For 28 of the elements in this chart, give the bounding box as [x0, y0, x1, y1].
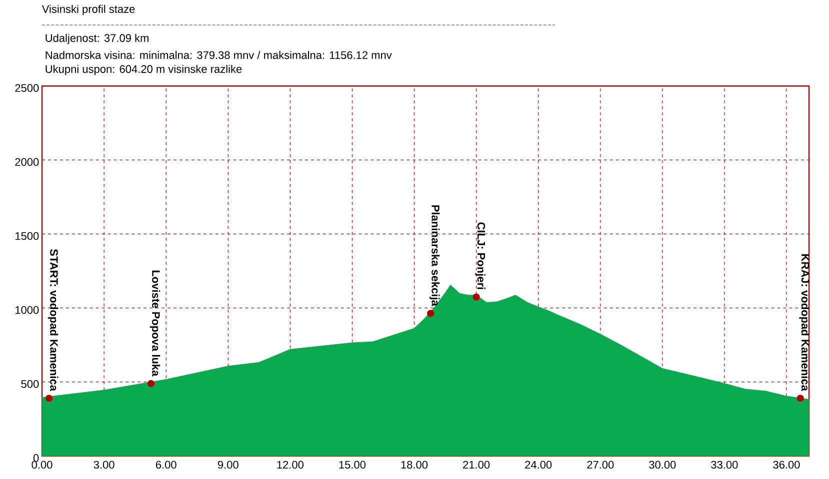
x-tick-label: 12.00	[277, 460, 304, 469]
annotation: Loviste Popova luka	[150, 270, 160, 376]
x-tick-label: 21.00	[463, 460, 490, 469]
y-tick-label: 0	[33, 454, 39, 462]
y-tick-label: 1500	[16, 232, 39, 240]
chart-title: Visinski profil staze	[42, 4, 135, 16]
x-tick-label: 36.00	[773, 460, 800, 469]
text: Nadmorska visina: minimalna: 379.38 mnv / maksimalna: 1156.12 mnv	[46, 50, 392, 60]
x-tick-label: 6.00	[156, 460, 176, 469]
x-tick-label: 27.00	[587, 460, 614, 469]
x-tick-label: 30.00	[649, 460, 676, 469]
annotation: CILJ: Ponjeri	[475, 222, 486, 290]
x-tick-label: 9.00	[218, 460, 238, 469]
text: Ukupni uspon: 604.20 m visinske razlike	[46, 64, 242, 76]
text: Udaljenost: 37.09 km	[46, 34, 148, 44]
y-tick-label: 2000	[15, 158, 39, 166]
annotation: START: vodopad Kamenica	[48, 249, 58, 392]
x-tick-label: 18.00	[401, 460, 428, 469]
x-tick-label: 33.00	[711, 460, 738, 469]
x-tick-label: 0.00	[32, 460, 52, 469]
x-tick-label: 15.00	[339, 460, 366, 469]
x-tick-label: 3.00	[94, 460, 114, 469]
annotation: Planinarska sekcija	[429, 205, 440, 306]
annotation: KRAJ: vodopad Kamenica	[799, 254, 810, 392]
y-tick-label: 1000	[16, 306, 39, 314]
x-tick-label: 24.00	[525, 460, 552, 469]
y-tick-label: 500	[21, 380, 39, 388]
y-tick-label: 2500	[15, 84, 39, 92]
